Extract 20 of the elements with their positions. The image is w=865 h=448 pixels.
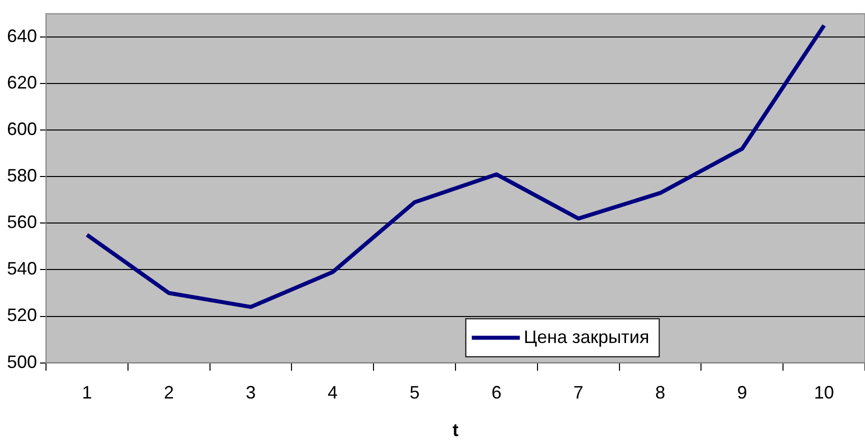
x-tick-label: 8: [655, 382, 666, 403]
x-axis-title: t: [452, 420, 459, 440]
x-tick-label: 2: [164, 382, 174, 403]
x-tick-label: 3: [246, 382, 256, 403]
y-tick-label: 580: [6, 166, 38, 186]
legend-label: Цена закрытия: [524, 326, 650, 347]
x-tick-label: 10: [814, 382, 834, 403]
x-tick-label: 7: [573, 382, 584, 403]
y-tick-label: 520: [6, 305, 38, 326]
y-tick-label: 600: [6, 119, 38, 140]
x-tick-label: 9: [737, 382, 748, 403]
x-tick-label: 1: [82, 382, 92, 403]
y-tick-label: 620: [6, 72, 38, 93]
y-tick-label: 560: [6, 212, 38, 232]
x-tick-label: 5: [410, 382, 420, 403]
y-tick-label: 640: [6, 26, 38, 46]
x-tick-label: 4: [328, 382, 338, 403]
y-tick-label: 540: [6, 258, 38, 279]
y-tick-label: 500: [6, 352, 38, 372]
x-tick-label: 6: [491, 382, 502, 403]
